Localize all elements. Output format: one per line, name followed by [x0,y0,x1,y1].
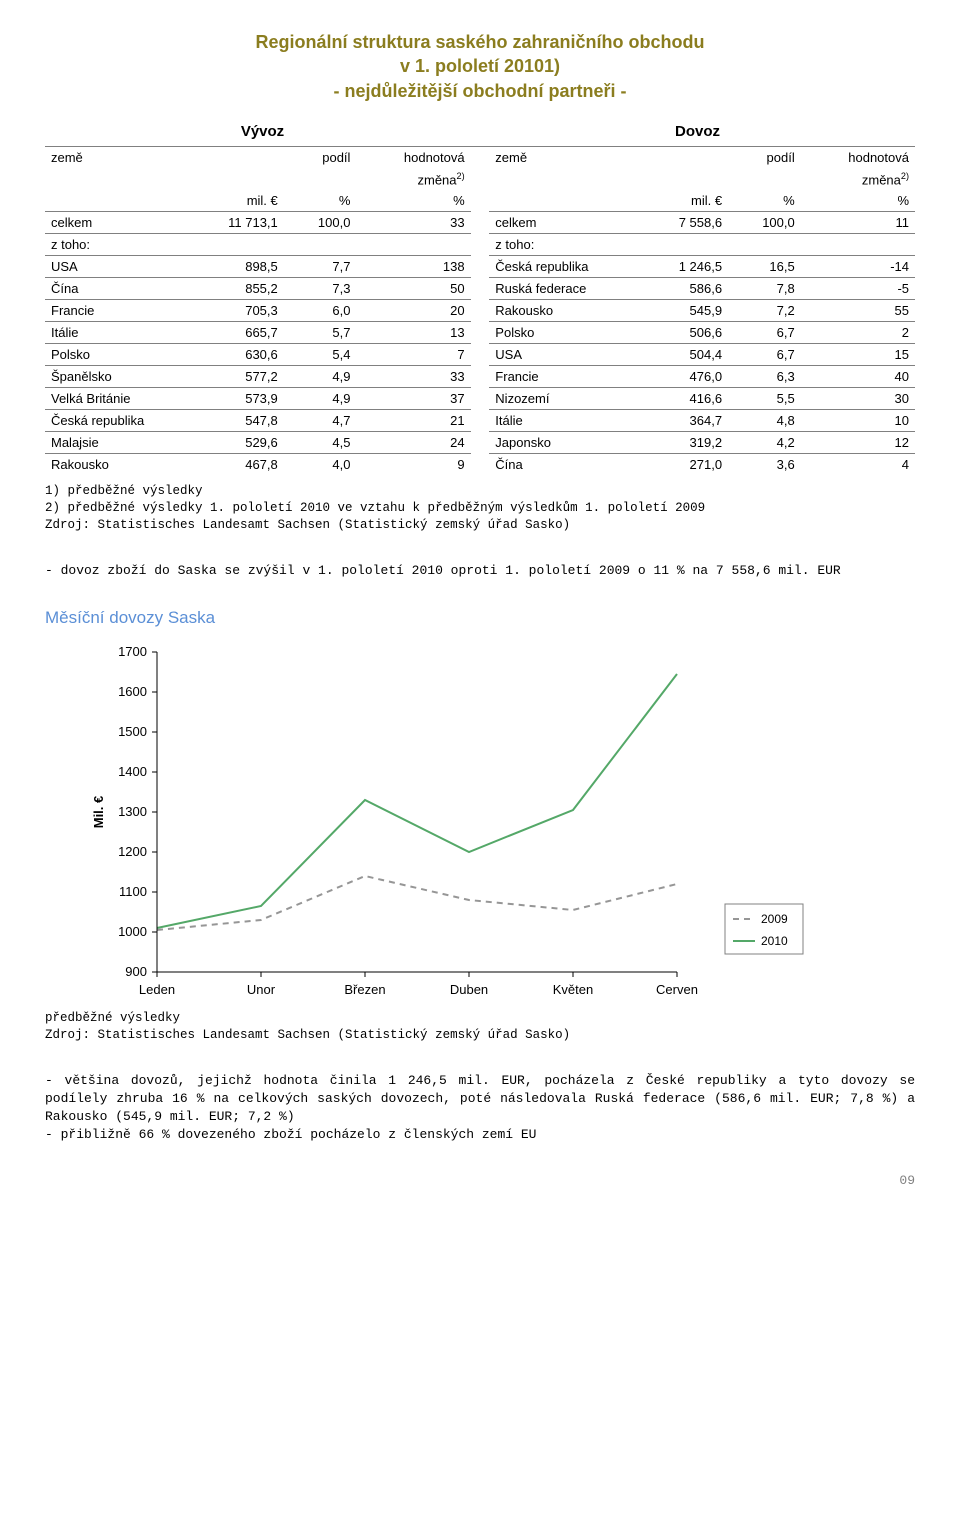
unit-pct-l2: % [356,190,470,212]
svg-text:Duben: Duben [450,982,488,997]
title-line-2: v 1. pololetí 20101) [45,54,915,78]
unit-pct-l: % [284,190,357,212]
unit-pct-r2: % [801,190,915,212]
svg-text:1100: 1100 [119,884,147,899]
svg-text:1700: 1700 [118,644,147,659]
body-paragraph-1: - dovoz zboží do Saska se zvýšil v 1. po… [45,562,915,580]
body-2b: - přibližně 66 % dovezeného zboží pocház… [45,1126,915,1144]
svg-text:900: 900 [125,964,147,979]
svg-text:Květen: Květen [553,982,593,997]
svg-text:1300: 1300 [118,804,147,819]
unit-mil-l: mil. € [190,190,283,212]
chart-footnote-1: předběžné výsledky [45,1010,915,1027]
body-paragraph-2: - většina dovozů, jejichž hodnota činila… [45,1072,915,1145]
unit-mil-r: mil. € [635,190,728,212]
col-share-r: podíl [728,146,801,168]
col-share-l: podíl [284,146,357,168]
line-chart: 900 1000 1100 1200 1300 1400 1500 1600 1700 Mil. … [85,642,845,1002]
col-country-l: země [45,146,190,168]
col-change-r: hodnotová [801,146,915,168]
table-footnotes: 1) předběžné výsledky 2) předběžné výsle… [45,483,915,534]
col-change-l: hodnotová [356,146,470,168]
svg-text:Unor: Unor [247,982,276,997]
unit-pct-r: % [728,190,801,212]
svg-text:Cerven: Cerven [656,982,698,997]
footnote-1: 1) předběžné výsledky [45,483,915,500]
title-line-1: Regionální struktura saského zahraničníh… [45,30,915,54]
chart-footnote-src: Zdroj: Statistisches Landesamt Sachsen (… [45,1027,915,1044]
page-number: 09 [45,1145,915,1188]
title-block: Regionální struktura saského zahraničníh… [45,30,915,103]
table-section-headers: Vývoz Dovoz [45,123,915,140]
svg-text:2009: 2009 [761,912,788,926]
svg-text:Mil. €: Mil. € [91,796,106,829]
svg-text:1200: 1200 [118,844,147,859]
export-header: Vývoz [45,123,480,140]
chart-container: 900 1000 1100 1200 1300 1400 1500 1600 1700 Mil. … [85,642,845,1002]
svg-text:Březen: Březen [344,982,385,997]
svg-text:2010: 2010 [761,934,788,948]
svg-text:1500: 1500 [118,724,147,739]
footnote-src: Zdroj: Statistisches Landesamt Sachsen (… [45,517,915,534]
import-header: Dovoz [480,123,915,140]
chart-title: Měsíční dovozy Saska [45,608,915,628]
body-2a: - většina dovozů, jejichž hodnota činila… [45,1072,915,1127]
svg-text:Leden: Leden [139,982,175,997]
svg-text:1000: 1000 [118,924,147,939]
trade-table-body: celkem11 713,1100,033celkem7 558,6100,01… [45,212,915,476]
svg-text:1400: 1400 [118,764,147,779]
title-line-3: - nejdůležitější obchodní partneři - [45,79,915,103]
trade-table: země podíl hodnotová země podíl hodnotov… [45,146,915,475]
chart-footnotes: předběžné výsledky Zdroj: Statistisches … [45,1010,915,1044]
svg-text:1600: 1600 [118,684,147,699]
footnote-2: 2) předběžné výsledky 1. pololetí 2010 v… [45,500,915,517]
col-country-r: země [489,146,634,168]
